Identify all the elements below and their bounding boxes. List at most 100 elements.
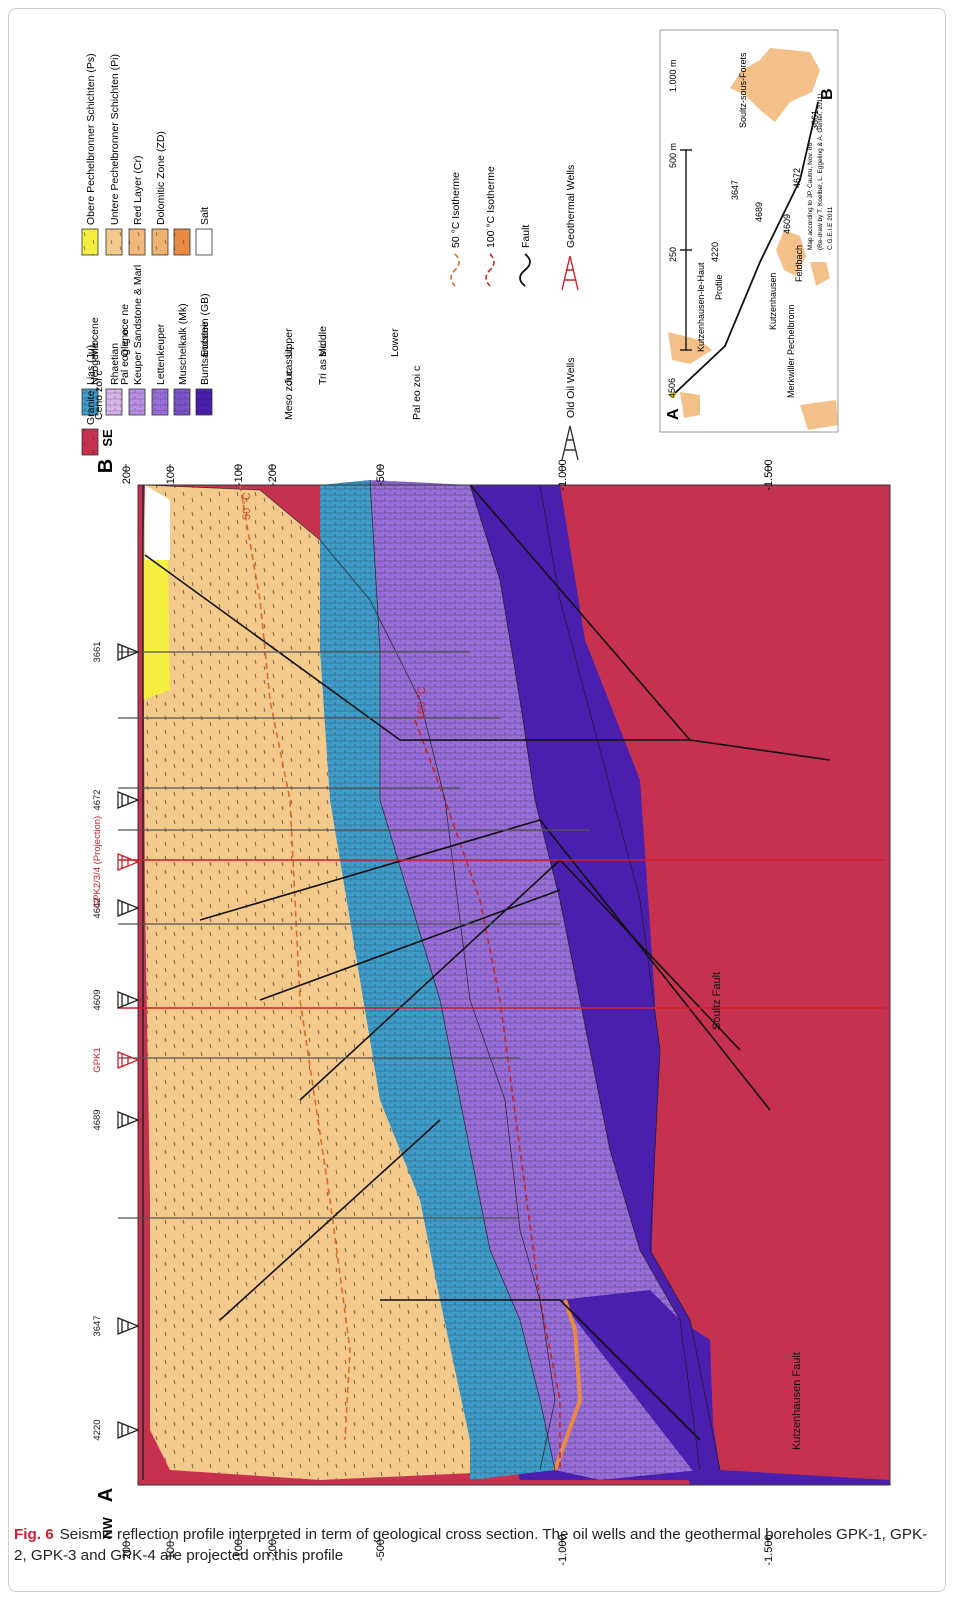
oil-well: 4689 xyxy=(92,1109,140,1131)
legend-unit: Untere Pechelbronner Schichten (Pi) xyxy=(105,54,123,256)
isotherm-50-label: 50 °C xyxy=(241,492,253,520)
legend-unit-label: Rhaetian xyxy=(109,343,121,385)
legend-symbol: Old Oil Wells xyxy=(561,358,579,461)
legend-symbol-label: 50 °C Isotherme xyxy=(450,172,462,248)
scale-label: 500 m xyxy=(668,143,678,168)
well-label: GPK1 xyxy=(92,1047,103,1072)
derrick-icon xyxy=(117,1051,140,1069)
legend-unit: Muschelkalk (Mk) xyxy=(173,303,191,416)
derrick-icon xyxy=(561,255,579,291)
epoch-label: Eocene xyxy=(199,321,211,357)
derrick-icon xyxy=(117,791,140,809)
scale-label: 250 xyxy=(668,247,678,262)
map-well-label: 4672 xyxy=(792,168,802,188)
derrick-icon xyxy=(117,643,140,661)
depth-tick-label: -100 xyxy=(233,1539,245,1561)
legend: Obere Pechelbronner Schichten (Ps) Untere… xyxy=(81,53,579,461)
depth-tick-label: -1.500 xyxy=(763,459,775,490)
section-ends: B SE A NW xyxy=(95,429,117,1539)
epoch-label: Olig oce ne xyxy=(119,304,131,357)
legend-unit: Obere Pechelbronner Schichten (Ps) xyxy=(81,53,99,256)
depth-tick-label: -100 xyxy=(233,464,245,486)
derrick-icon xyxy=(117,899,140,917)
legend-unit: Salt xyxy=(195,207,213,256)
legend-unit-label: Muschelkalk (Mk) xyxy=(177,303,189,385)
era-label: Ceno zoi c xyxy=(93,370,105,420)
well-label: 3661 xyxy=(92,641,103,662)
depth-tick-label: 100 xyxy=(165,1541,177,1559)
legend-unit-label: Lias (Ju) xyxy=(85,345,97,385)
map-end-label: B xyxy=(819,88,836,100)
end-right-label: B xyxy=(95,459,117,473)
legend-unit-label: Untere Pechelbronner Schichten (Pi) xyxy=(109,54,121,225)
isotherm-symbol xyxy=(450,253,460,287)
legend-symbol-label: 100 °C Isotherme xyxy=(485,166,497,248)
legend-symbol: Fault xyxy=(519,225,532,287)
epoch-label: Miocene xyxy=(89,317,101,357)
depth-axis-top: 200 100 -100 -200 -500 -1.000 -1.500 xyxy=(121,459,775,490)
map-place-label: Kutzenhausen xyxy=(768,272,778,330)
legend-unit-label: Lettenkeuper xyxy=(155,323,167,385)
legend-unit: Red Layer (Cr) xyxy=(128,156,146,256)
legend-unit-label: Dolomitic Zone (ZD) xyxy=(155,131,167,225)
layer-bunt xyxy=(470,485,720,1470)
map-well-label: 4609 xyxy=(782,214,792,234)
dir-right-label: SE xyxy=(100,429,115,447)
figure-frame xyxy=(8,8,946,1592)
end-left-label: A xyxy=(95,1488,117,1502)
depth-tick-label: 200 xyxy=(121,1541,133,1559)
location-map xyxy=(659,29,839,433)
legend-symbol: Geothermal Wells xyxy=(561,165,579,291)
depth-tick-label: -200 xyxy=(267,1539,279,1561)
well-label: 4642 xyxy=(92,897,103,918)
isotherm-100 xyxy=(414,719,561,1470)
isotherm-symbol xyxy=(485,253,495,287)
kutzenhausen-fault-label: Kutzenhausen Fault xyxy=(791,1352,803,1450)
fault-symbol xyxy=(519,253,531,287)
epoch-label: Middle xyxy=(317,326,329,357)
derrick-icon xyxy=(561,425,579,461)
legend-unit-label: Salt xyxy=(199,207,211,225)
isotherm-50 xyxy=(239,484,351,1441)
map-credit: (Re-draw by T. Koelbel, L. Eggeling & A.… xyxy=(817,93,824,250)
depth-tick-label: -1.500 xyxy=(763,1534,775,1565)
epoch-label: Upper xyxy=(283,328,295,357)
legend-symbol: 50 °C Isotherme xyxy=(450,172,462,287)
map-place-label: Kutzenhausen-le-Haut xyxy=(696,262,706,352)
oil-well: 4220 xyxy=(92,1419,140,1441)
well-label: 4689 xyxy=(92,1109,103,1130)
map-place-label: Profile xyxy=(714,274,724,300)
legend-unit: Buntsandstein (GB) xyxy=(195,293,213,416)
legend-unit: Lettenkeuper xyxy=(151,323,169,416)
depth-tick-label: 200 xyxy=(121,466,133,484)
legend-unit: Dolomitic Zone (ZD) xyxy=(151,131,169,256)
era-label: Pal eo zoi c xyxy=(411,366,423,420)
map-place-label: Soultz-sous-Forets xyxy=(738,52,748,128)
legend-symbol-label: Geothermal Wells xyxy=(565,165,577,248)
well-label: 3647 xyxy=(92,1315,103,1336)
isotherm-100-label: 100 °C xyxy=(416,686,428,720)
legend-unit: Keuper Sandstone & Marl xyxy=(128,265,146,416)
period-label: Jurassic xyxy=(283,346,295,385)
legend-symbol-label: Fault xyxy=(520,225,532,248)
legend-symbol: 100 °C Isotherme xyxy=(485,166,497,287)
cross-section xyxy=(118,479,891,1486)
legend-unit-label: Granite xyxy=(85,390,97,425)
depth-axis-bottom: 200 100 -100 -200 -500 -1.000 -1.500 xyxy=(121,1534,775,1565)
epoch-label: Lower xyxy=(389,328,401,357)
legend-unit: Granite xyxy=(81,390,99,456)
derrick-icon xyxy=(117,1111,140,1129)
period-label: Pal eog ene xyxy=(119,329,131,385)
map-credit: Map according to JP. Cautru, Nov. 86 xyxy=(807,143,814,250)
map-well-label: 3647 xyxy=(730,180,740,200)
map-place-label: Feldbach xyxy=(794,245,804,282)
map-well-label: 3661 xyxy=(810,110,820,130)
legend-unit: Lias (Ju) xyxy=(81,345,99,416)
derrick-icon xyxy=(117,1317,140,1335)
legend-unit-label: Keuper Sandstone & Marl xyxy=(132,265,144,385)
well-label: 4220 xyxy=(92,1419,103,1440)
era-label: Meso zoi c xyxy=(283,370,295,420)
depth-tick-label: -1.000 xyxy=(557,1534,569,1565)
oil-well: 3661 xyxy=(92,641,140,663)
